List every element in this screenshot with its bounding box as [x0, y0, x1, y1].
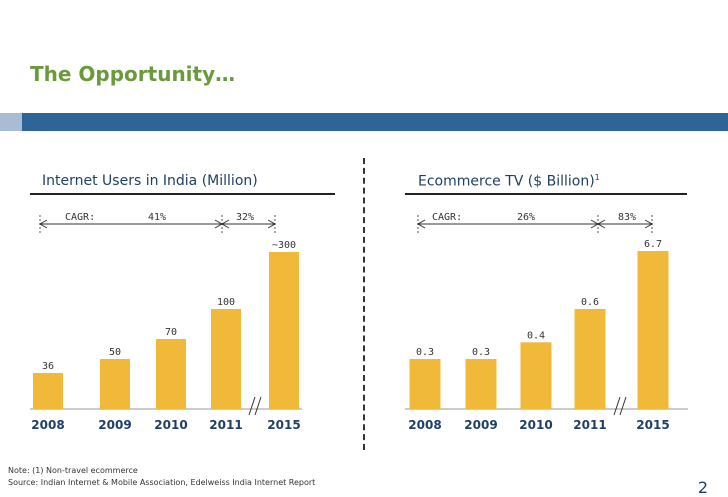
chart-title-underline-right: [405, 193, 687, 195]
axis-break-mark-1: [613, 396, 621, 416]
chart-title-internet-users: Internet Users in India (Million): [42, 173, 258, 189]
footnote: Note: (1) Non-travel ecommerce: [8, 466, 138, 475]
axis-break-mark-2: [254, 396, 262, 416]
chart-title-ecommerce-footnote: 1: [594, 173, 600, 182]
bar-2009: [100, 359, 130, 409]
tick-label-2011: 2011: [209, 418, 242, 432]
bar-2008: [409, 359, 441, 409]
cagr-arrowhead-mid-right: [596, 219, 606, 229]
tick-label-2015: 2015: [267, 418, 300, 432]
cagr-value-2: 83%: [618, 212, 636, 223]
title-band: [0, 113, 728, 131]
tick-label-2015: 2015: [636, 418, 669, 432]
cagr-label: CAGR:: [65, 212, 95, 223]
axis-break-mark-2: [619, 396, 627, 416]
data-label-2008: 36: [42, 361, 54, 372]
tick-label-2008: 2008: [31, 418, 64, 432]
chart-title-underline-left: [30, 193, 335, 195]
bar-2010: [520, 342, 552, 409]
data-label-2010: 0.4: [527, 330, 545, 341]
data-label-2009: 50: [109, 347, 121, 358]
axis-break-mark-1: [248, 396, 256, 416]
data-label-2009: 0.3: [472, 347, 490, 358]
cagr-arrowhead-right: [267, 219, 277, 229]
data-label-2011: 0.6: [581, 297, 599, 308]
bar-2015: [637, 251, 669, 409]
bar-2008: [33, 373, 63, 409]
cagr-arrowhead-mid-right: [220, 219, 230, 229]
data-label-2008: 0.3: [416, 347, 434, 358]
chart-title-ecommerce-text: Ecommerce TV ($ Billion): [418, 173, 595, 190]
title-band-accent: [0, 113, 22, 131]
tick-label-2010: 2010: [154, 418, 187, 432]
cagr-arrowhead-right: [644, 219, 654, 229]
chart-ecommerce-tv: 0.3 2008 0.3 2009 0.4 2010 0.6 2011 6.7 2015 CAGR:…: [405, 212, 688, 432]
source-note: Source: Indian Internet & Mobile Associa…: [8, 478, 316, 487]
slide-title: The Opportunity…: [30, 62, 236, 86]
cagr-value-2: 32%: [236, 212, 254, 223]
bar-2011: [574, 309, 606, 409]
bar-2015: [269, 252, 299, 409]
data-label-2011: 100: [217, 297, 235, 308]
cagr-label: CAGR:: [432, 212, 462, 223]
title-band-bar: [22, 113, 728, 131]
cagr-arrowhead-left: [38, 219, 48, 229]
chart-title-ecommerce: Ecommerce TV ($ Billion)1: [418, 173, 600, 190]
tick-label-2009: 2009: [98, 418, 131, 432]
cagr-value-1: 41%: [148, 212, 166, 223]
data-label-2015: 6.7: [644, 239, 662, 250]
chart-divider: [363, 158, 365, 450]
chart-title-internet-users-text: Internet Users in India (Million): [42, 173, 258, 189]
cagr-value-1: 26%: [517, 212, 535, 223]
chart-internet-users: 36 2008 50 2009 70 2010 100 2011 ~300 2015 CAGR: 41…: [30, 212, 302, 432]
tick-label-2011: 2011: [573, 418, 606, 432]
bar-2011: [211, 309, 241, 409]
tick-label-2010: 2010: [519, 418, 552, 432]
page-number: 2: [697, 478, 708, 497]
bar-2009: [465, 359, 497, 409]
cagr-arrowhead-left: [416, 219, 426, 229]
tick-label-2009: 2009: [464, 418, 497, 432]
tick-label-2008: 2008: [408, 418, 441, 432]
data-label-2010: 70: [165, 327, 177, 338]
bar-2010: [156, 339, 186, 409]
data-label-2015: ~300: [272, 240, 296, 251]
